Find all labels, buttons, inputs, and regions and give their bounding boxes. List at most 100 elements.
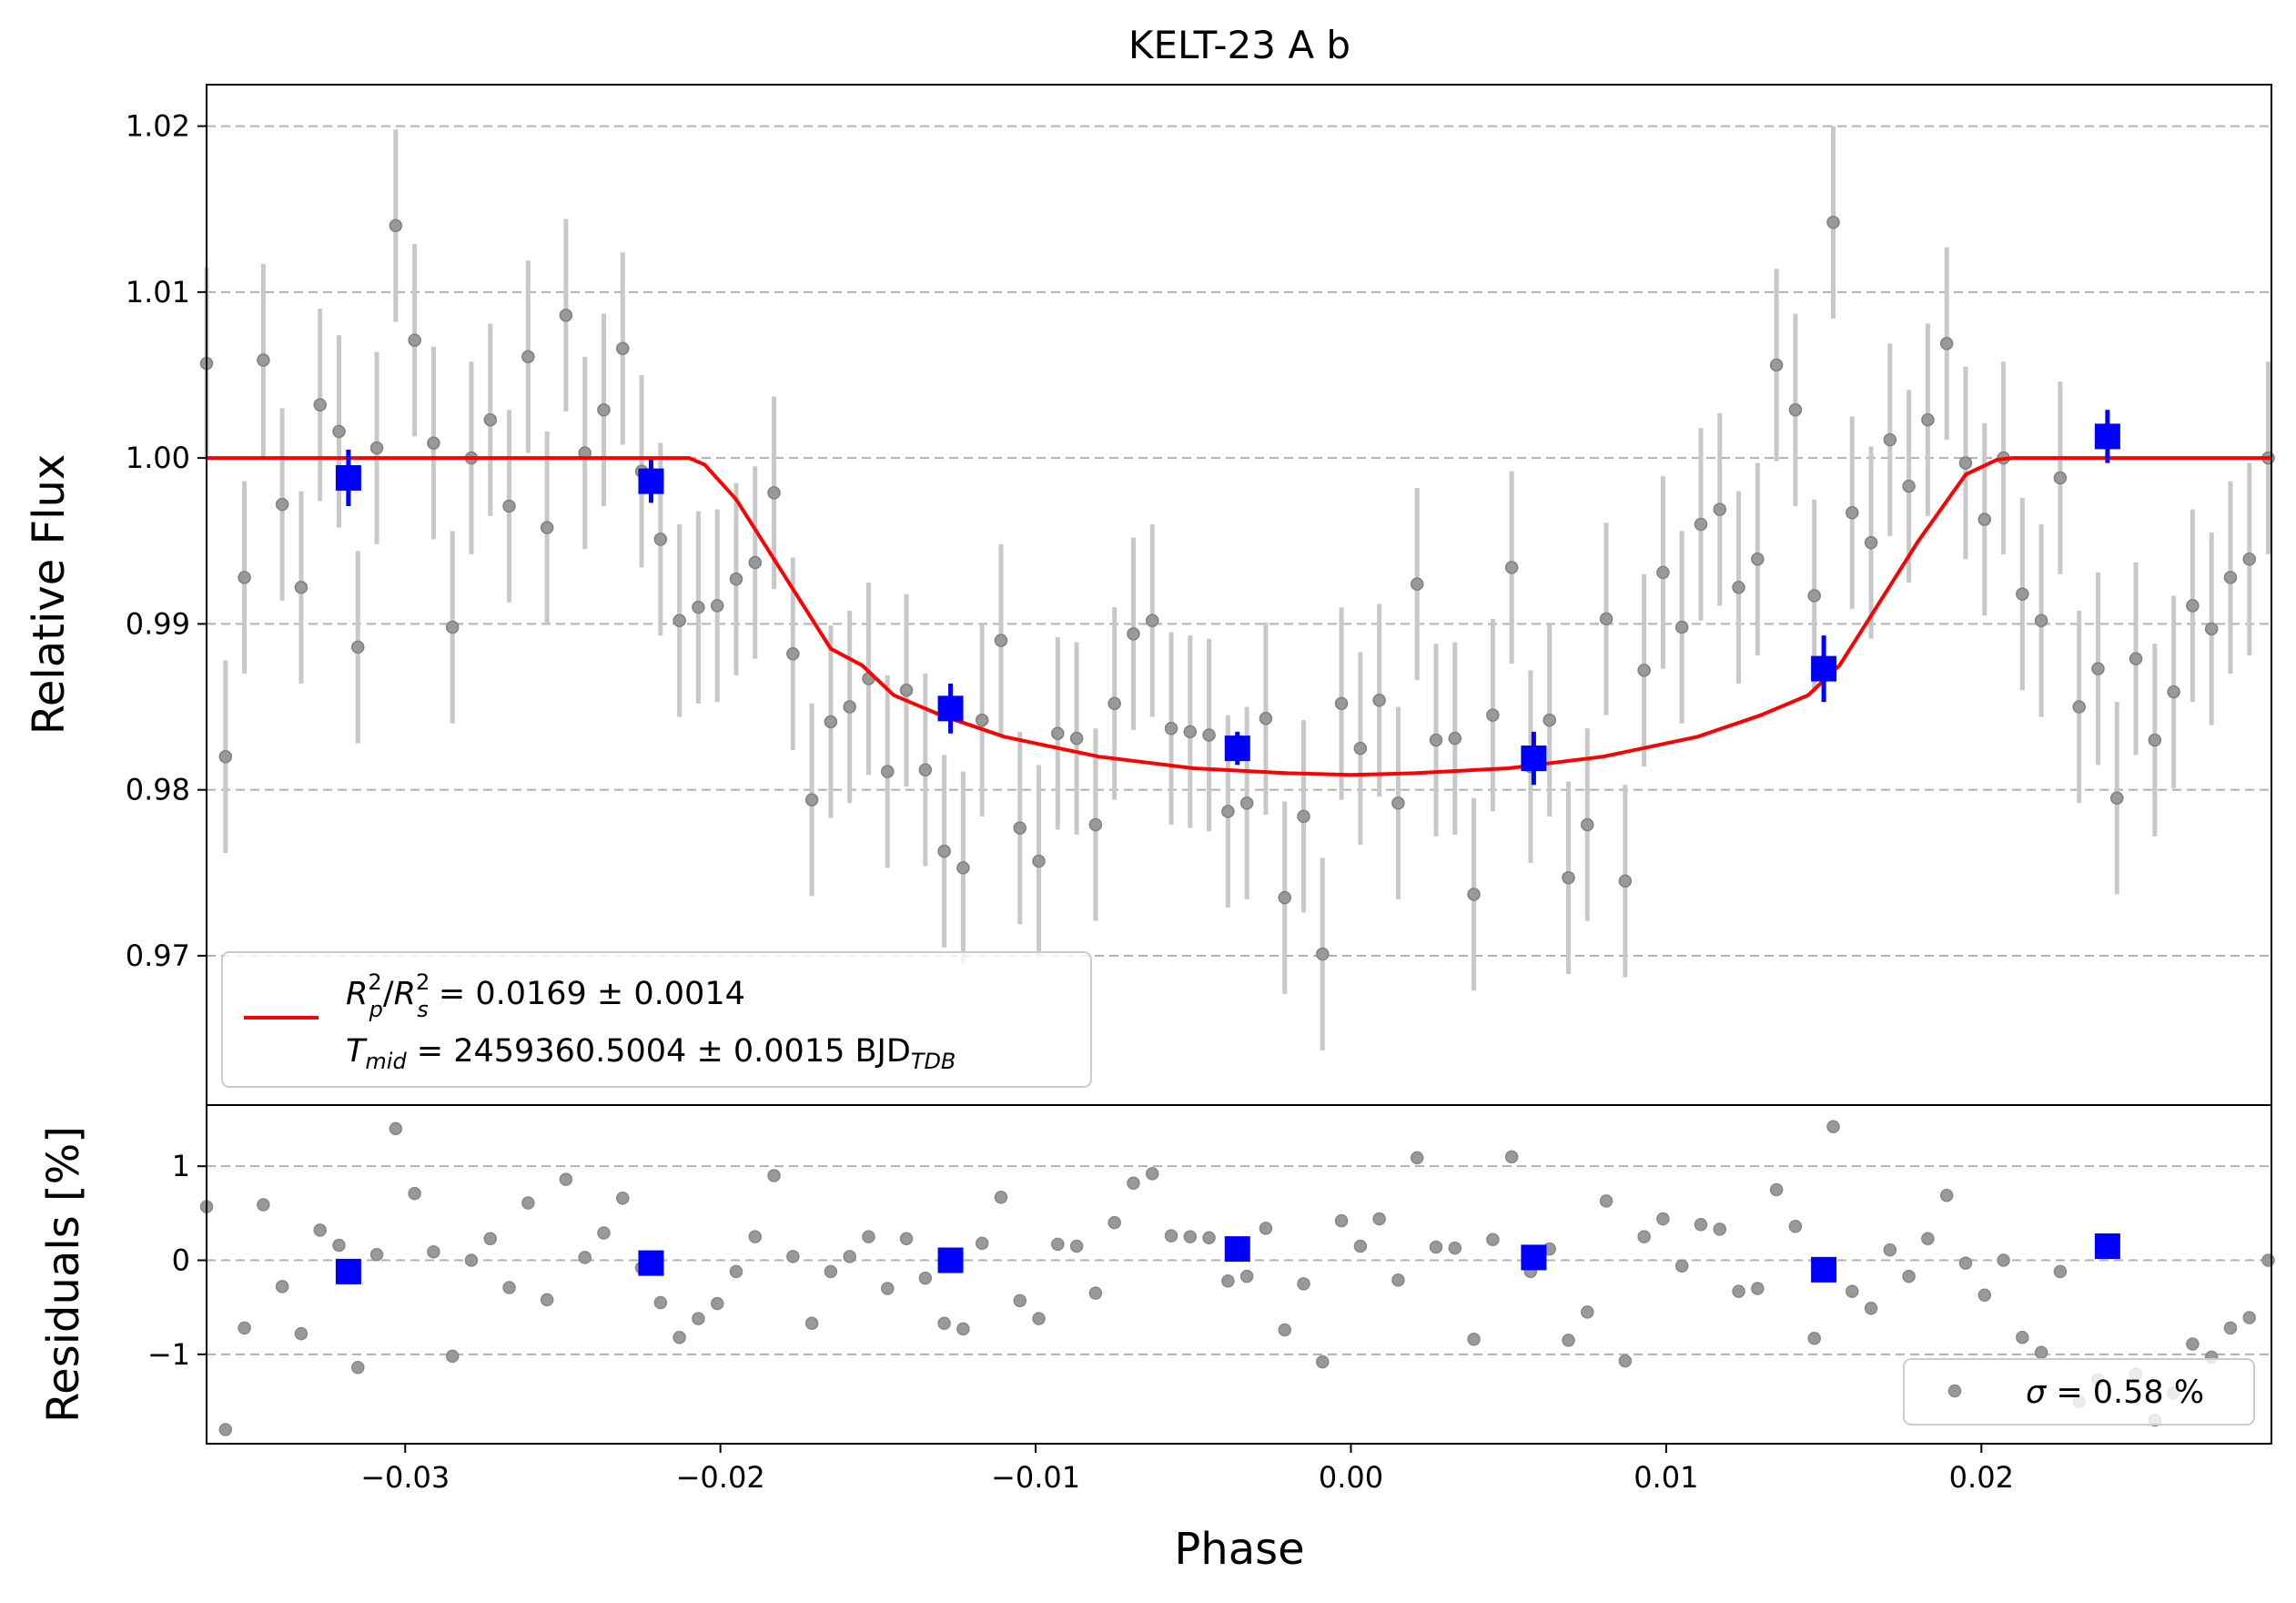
residual-binned-point [1521,1244,1547,1271]
raw-point [1656,565,1670,580]
residual-raw-point [1202,1231,1216,1244]
legend-t-symbol: T [346,1033,368,1070]
raw-point [218,749,233,764]
residual-raw-point [862,1230,875,1243]
residual-raw-point [2242,1311,2257,1324]
residual-raw-point [1997,1253,2010,1267]
residual-raw-point [1807,1332,1821,1345]
residual-raw-point [1581,1305,1594,1319]
raw-point [1542,713,1556,727]
legend-rs-sub: s [417,997,429,1022]
raw-point [351,640,365,654]
chart-title: KELT-23 A b [1128,23,1350,67]
raw-point [748,555,763,570]
raw-point [1164,721,1178,736]
residual-raw-point [578,1251,592,1264]
raw-point [1846,506,1859,520]
raw-point [824,715,838,729]
raw-point [408,333,421,347]
raw-point [1674,620,1689,634]
raw-point [559,309,573,322]
residual-raw-point [2223,1321,2238,1335]
raw-point [369,441,384,455]
residual-raw-point [369,1248,384,1262]
raw-point [597,403,611,417]
residual-raw-point [1239,1269,1254,1283]
binned-point [638,468,664,494]
residuals-xticks: −0.03 −0.02 −0.01 0.00 0.01 0.02 [360,1444,2014,1495]
raw-point [294,581,308,594]
residual-raw-point [483,1232,498,1245]
raw-point [1788,403,1803,417]
residual-binned-point [335,1258,361,1284]
raw-point [937,844,951,858]
raw-point [1127,627,1140,641]
residuals-ytick-label: −1 [147,1337,190,1372]
residual-raw-point [767,1169,781,1182]
residuals-raw-points [199,1120,2275,1436]
transit-model-line [207,456,2271,777]
raw-point [2110,791,2124,806]
legend-tmid-value: = 2459360.5004 ± 0.0015 BJD [407,1033,911,1070]
residual-raw-point [408,1186,421,1201]
residual-raw-point [1410,1151,1424,1165]
raw-point [1769,358,1784,372]
raw-point [389,218,403,233]
residuals-axes-frame [206,1104,2272,1445]
residual-raw-point [748,1230,763,1243]
binned-point [1521,746,1547,772]
raw-point [1939,337,1954,350]
binned-point [1811,655,1837,682]
raw-point [2167,685,2180,699]
residual-raw-point [1694,1217,1708,1232]
residual-raw-point [956,1322,970,1336]
raw-point [1221,805,1235,818]
residual-raw-point [1958,1256,1973,1270]
main-ytick-label: 1.01 [126,275,190,309]
raw-point [1088,817,1103,832]
raw-point [1958,456,1973,470]
raw-point [1145,614,1159,628]
residual-raw-point [2016,1330,2029,1344]
raw-point [275,497,289,512]
residual-raw-point [597,1226,611,1240]
raw-point [1618,874,1633,888]
residual-raw-point [994,1191,1008,1204]
residual-raw-point [2053,1264,2068,1279]
residual-raw-point [502,1281,516,1294]
residual-raw-point [332,1238,346,1253]
legend-rs-symbol: R [394,976,416,1012]
residuals-ylabel: Residuals [%] [38,1126,89,1423]
raw-point [1069,731,1084,746]
residual-raw-point [1504,1150,1519,1164]
legend-line-depth: R2 p/R2 s = 0.0169 ± 0.0014 [346,969,745,1022]
legend-tdb-sub: TDB [911,1049,956,1074]
raw-point [1239,796,1254,810]
residual-raw-point [1864,1301,1878,1315]
main-ylabel: Relative Flux [24,454,75,736]
raw-point [994,634,1008,647]
residual-raw-point [389,1121,403,1136]
residual-raw-point [1467,1333,1481,1346]
legend-depth-value: = 0.0169 ± 0.0014 [429,976,745,1012]
main-binned-points [335,410,2120,786]
raw-point [1581,817,1594,832]
residuals-gridlines [207,1165,2271,1355]
residual-raw-point [1656,1212,1670,1226]
raw-point [1391,796,1405,810]
residual-raw-point [1977,1288,1992,1302]
residuals-ytick-label: 0 [172,1243,190,1278]
raw-point [2072,700,2086,714]
residual-raw-point [937,1316,951,1330]
residual-raw-point [1032,1312,1046,1325]
binned-point [1224,736,1250,762]
raw-point [1013,821,1027,835]
legend-sigma-value: = 0.58 % [2046,1375,2204,1411]
raw-point [1259,712,1273,725]
residual-raw-point [521,1196,535,1210]
residual-raw-point [1826,1120,1840,1134]
raw-point [332,424,346,439]
raw-point [1504,561,1519,574]
legend-sigma: σ = 0.58 % [2026,1375,2204,1411]
